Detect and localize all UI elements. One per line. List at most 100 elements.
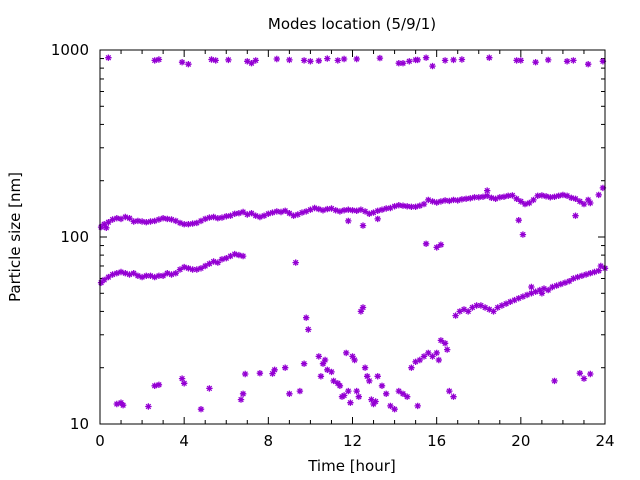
- data-point: [372, 398, 379, 405]
- data-point: [300, 57, 308, 64]
- data-point: [349, 207, 356, 214]
- data-point: [351, 356, 358, 364]
- data-point: [100, 276, 108, 284]
- data-point: [206, 385, 213, 392]
- data-point: [185, 220, 192, 228]
- data-point: [383, 390, 390, 397]
- data-point: [378, 382, 386, 389]
- data-point: [582, 271, 590, 278]
- data-point: [549, 283, 556, 291]
- data-point: [256, 213, 264, 221]
- data-point: [574, 273, 581, 281]
- tick-labels: 0 4 8 12 16 20 24 10 100 1000: [51, 41, 615, 450]
- data-point: [547, 194, 554, 201]
- data-point: [340, 207, 348, 214]
- data-point: [239, 208, 247, 216]
- data-point: [429, 198, 436, 205]
- data-points: [97, 54, 609, 413]
- data-point: [225, 56, 232, 64]
- data-point: [498, 302, 506, 309]
- data-point: [412, 203, 419, 211]
- data-point: [134, 217, 142, 225]
- data-point: [536, 286, 543, 294]
- data-point: [321, 356, 329, 364]
- data-point: [147, 272, 154, 279]
- data-point: [422, 54, 430, 61]
- data-point: [260, 212, 268, 219]
- data-point: [201, 215, 209, 223]
- data-point: [324, 366, 331, 373]
- data-point: [155, 56, 163, 63]
- data-point: [509, 192, 516, 199]
- data-point: [345, 206, 352, 213]
- data-point: [324, 205, 331, 213]
- data-point: [197, 265, 205, 272]
- data-point: [332, 207, 339, 214]
- data-point: [599, 58, 607, 65]
- data-point: [414, 402, 421, 410]
- data-point: [151, 273, 158, 281]
- data-point: [151, 382, 158, 389]
- data-point: [353, 387, 360, 395]
- data-point: [164, 215, 171, 223]
- plot-frame: [99, 49, 606, 425]
- data-point: [345, 387, 352, 395]
- data-point: [378, 206, 386, 213]
- data-point: [347, 399, 354, 406]
- data-point: [143, 272, 150, 279]
- data-point: [117, 268, 125, 276]
- data-point: [359, 304, 367, 311]
- axis-ticks: [99, 50, 606, 425]
- data-point: [361, 208, 369, 215]
- data-point: [307, 58, 314, 65]
- data-point: [551, 377, 558, 385]
- data-point: [412, 358, 419, 365]
- data-point: [298, 209, 306, 216]
- data-point: [178, 375, 186, 382]
- data-point: [597, 262, 604, 270]
- data-point: [387, 402, 394, 410]
- data-point: [138, 273, 146, 281]
- data-point: [429, 353, 436, 360]
- data-point: [395, 201, 402, 209]
- data-point: [422, 240, 430, 248]
- data-point: [109, 271, 116, 278]
- data-point: [576, 198, 583, 205]
- data-point: [218, 214, 226, 221]
- data-point: [189, 266, 196, 273]
- data-point: [572, 195, 579, 203]
- data-point: [282, 207, 289, 215]
- data-point: [155, 216, 163, 223]
- data-point: [444, 346, 451, 353]
- data-point: [559, 191, 567, 199]
- data-point: [103, 224, 110, 232]
- data-point: [452, 312, 459, 319]
- data-point: [507, 298, 514, 305]
- data-point: [416, 356, 423, 364]
- data-point: [433, 349, 440, 357]
- data-point: [374, 373, 381, 380]
- data-point: [391, 203, 398, 210]
- data-point: [303, 208, 310, 215]
- data-point: [387, 204, 394, 212]
- data-point: [469, 304, 476, 311]
- data-point: [145, 403, 152, 410]
- data-point: [523, 291, 531, 299]
- data-point: [414, 56, 421, 64]
- data-point: [425, 196, 432, 204]
- data-point: [391, 406, 398, 413]
- x-tick-label: 8: [264, 432, 274, 450]
- y-tick-label: 100: [60, 228, 89, 246]
- data-point: [305, 326, 312, 333]
- data-point: [176, 219, 184, 227]
- data-point: [159, 214, 167, 222]
- data-point: [488, 194, 495, 202]
- data-point: [193, 219, 201, 227]
- data-point: [446, 197, 453, 205]
- y-axis-label: Particle size [nm]: [6, 172, 24, 302]
- data-point: [566, 278, 573, 285]
- data-point: [206, 214, 213, 221]
- data-point: [100, 220, 108, 228]
- data-point: [370, 209, 377, 216]
- data-point: [244, 211, 251, 218]
